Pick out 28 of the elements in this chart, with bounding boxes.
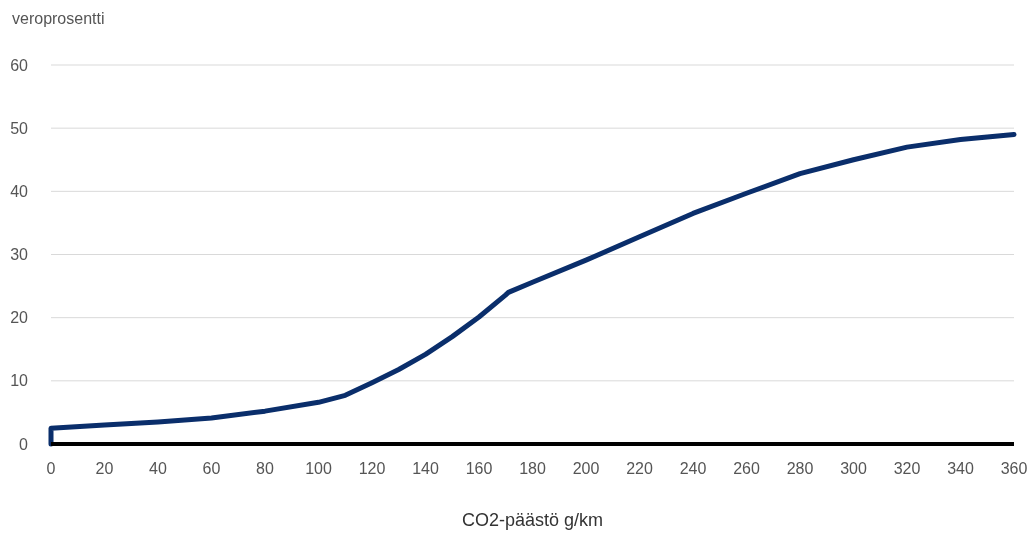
y-tick-label: 0 (19, 435, 29, 453)
x-tick-label: 300 (840, 460, 867, 477)
x-tick-label: 40 (149, 460, 167, 477)
x-tick-label: 80 (256, 460, 274, 477)
y-axis-title: veroprosentti (12, 10, 105, 27)
x-tick-label: 120 (358, 460, 386, 477)
x-tick-label: 340 (947, 460, 974, 477)
x-tick-label: 160 (465, 460, 493, 477)
y-tick-label: 10 (10, 372, 29, 390)
x-tick-label: 140 (412, 460, 439, 477)
y-tick-label: 60 (10, 56, 29, 74)
x-tick-label: 200 (572, 460, 600, 477)
x-tick-label: 180 (519, 460, 546, 477)
x-tick-label: 240 (679, 460, 707, 477)
x-tick-label: 60 (202, 460, 221, 477)
x-tick-label: 100 (305, 460, 332, 477)
x-tick-label: 280 (786, 460, 814, 477)
y-tick-label: 30 (10, 246, 29, 264)
y-tick-label: 50 (10, 119, 29, 137)
x-tick-label: 360 (1000, 460, 1028, 477)
x-tick-label: 260 (733, 460, 760, 477)
x-tick-label: 20 (95, 460, 114, 477)
x-axis-title: CO2-päästö g/km (461, 510, 604, 530)
y-tick-label: 40 (10, 182, 29, 200)
x-tick-label: 0 (46, 460, 56, 477)
x-tick-label: 320 (893, 460, 921, 477)
x-tick-label: 220 (626, 460, 653, 477)
y-tick-label: 20 (10, 309, 29, 327)
